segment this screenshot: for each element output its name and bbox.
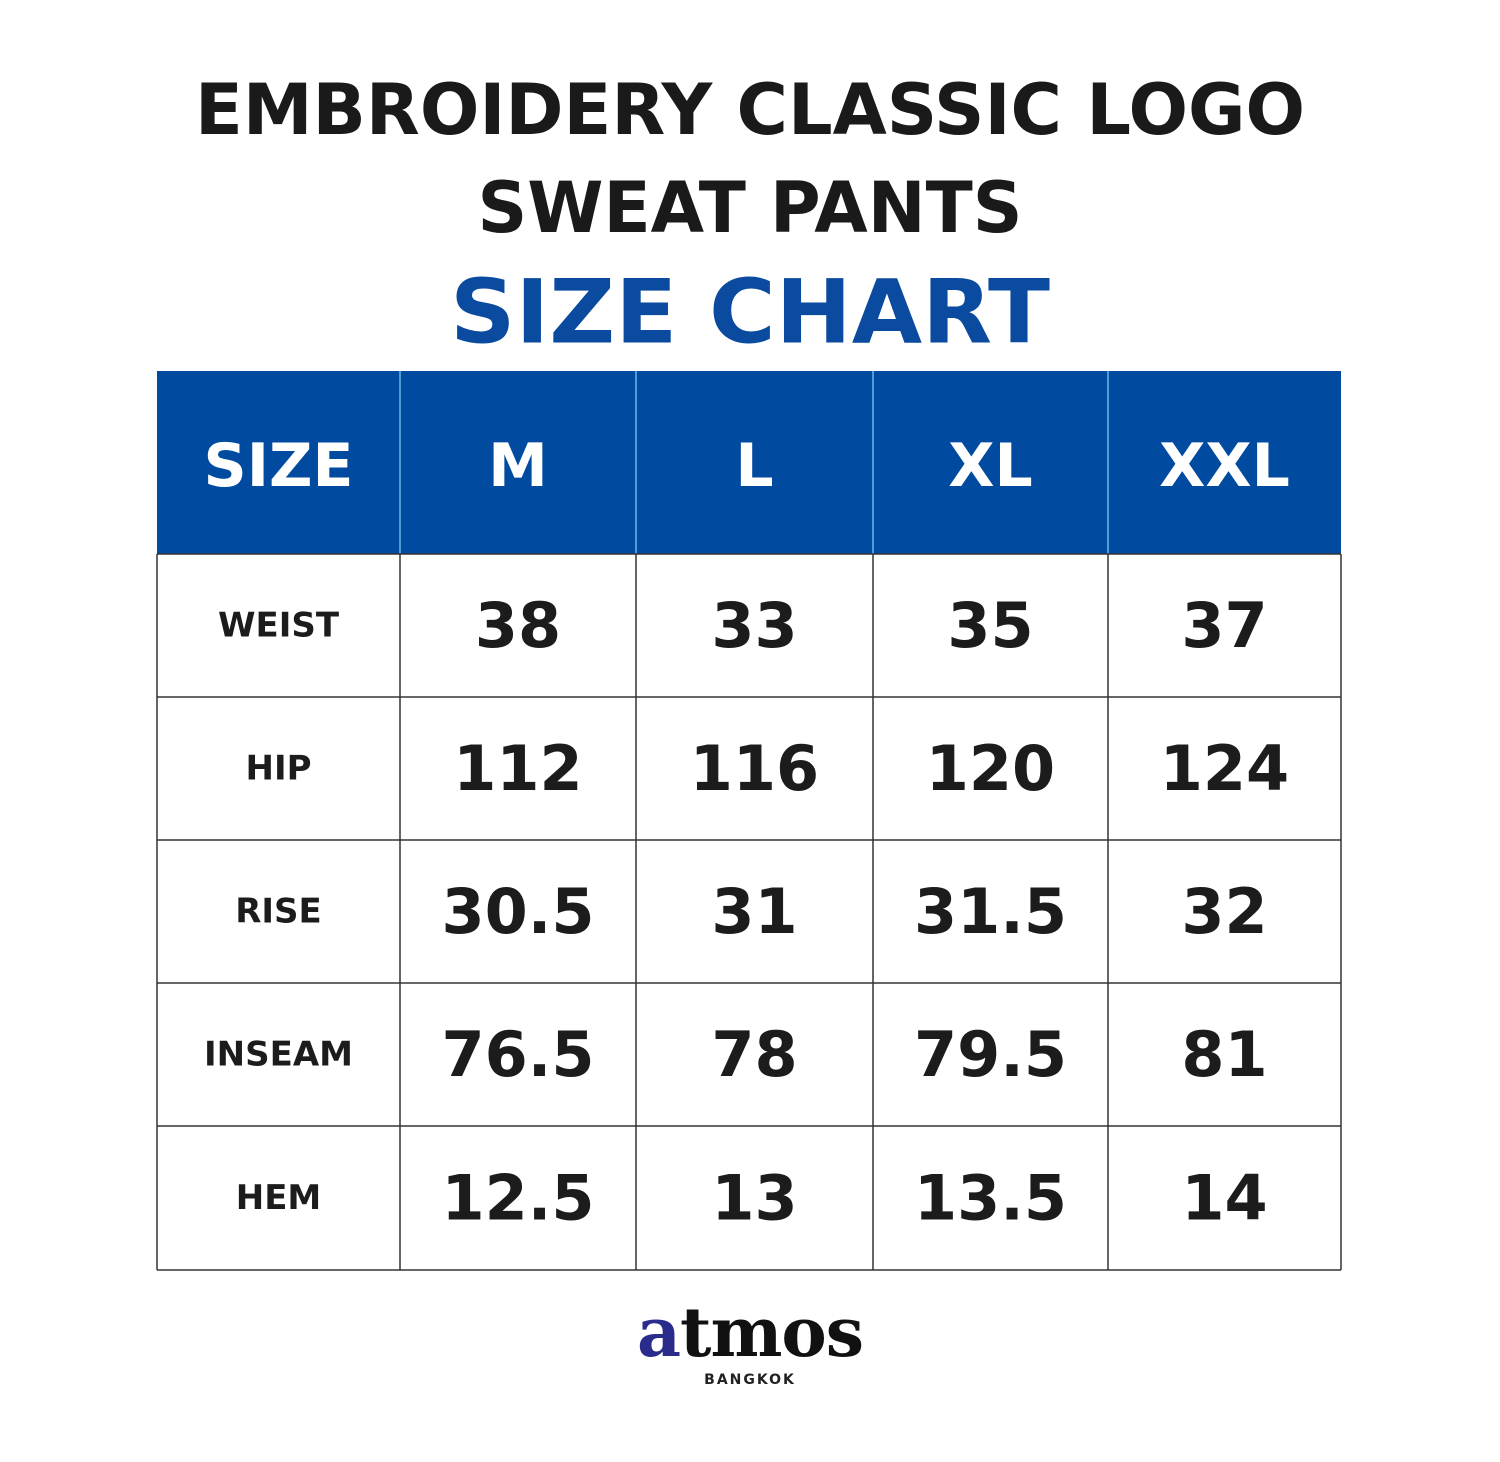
- row-label: WEIST: [218, 606, 340, 646]
- column-header: XXL: [1159, 431, 1290, 501]
- cell-value: 37: [1181, 589, 1267, 662]
- cell-value: 112: [453, 732, 582, 805]
- row-label: RISE: [235, 892, 322, 932]
- cell-value: 81: [1181, 1018, 1267, 1091]
- row-label: INSEAM: [204, 1035, 353, 1075]
- subtitle: SIZE CHART: [450, 261, 1050, 364]
- cell-value: 79.5: [914, 1018, 1067, 1091]
- column-header: XL: [948, 431, 1033, 501]
- cell-value: 32: [1181, 875, 1267, 948]
- cell-value: 30.5: [442, 875, 595, 948]
- header-row: [157, 371, 1341, 554]
- cell-value: 13: [711, 1162, 797, 1235]
- cell-value: 31: [711, 875, 797, 948]
- logo-location: BANGKOK: [704, 1372, 796, 1388]
- cell-value: 38: [475, 589, 561, 662]
- cell-value: 12.5: [442, 1162, 595, 1235]
- cell-value: 78: [711, 1018, 797, 1091]
- column-header: L: [735, 431, 773, 501]
- title-line: SWEAT PANTS: [478, 167, 1023, 249]
- title-line: EMBROIDERY CLASSIC LOGO: [195, 69, 1305, 151]
- cell-value: 14: [1181, 1162, 1267, 1235]
- cell-value: 35: [947, 589, 1033, 662]
- cell-value: 124: [1160, 732, 1289, 805]
- cell-value: 31.5: [914, 875, 1067, 948]
- cell-value: 33: [711, 589, 797, 662]
- column-header: M: [488, 431, 548, 501]
- cell-value: 13.5: [914, 1162, 1067, 1235]
- cell-value: 120: [926, 732, 1055, 805]
- cell-value: 76.5: [442, 1018, 595, 1091]
- row-label: HIP: [245, 749, 311, 789]
- column-header: SIZE: [203, 431, 353, 501]
- logo: atmos: [636, 1293, 864, 1373]
- cell-value: 116: [690, 732, 819, 805]
- row-label: HEM: [236, 1178, 322, 1218]
